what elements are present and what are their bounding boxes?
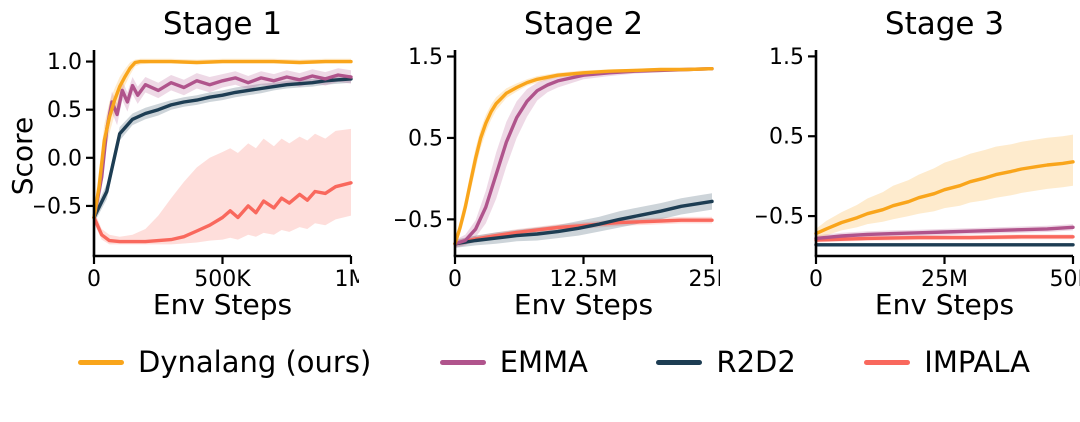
svg-text:1.5: 1.5 — [769, 45, 804, 70]
stage-3-x-axis-label: Env Steps — [874, 288, 1015, 321]
legend-label-impala: IMPALA — [924, 345, 1030, 379]
svg-text:0: 0 — [87, 267, 101, 292]
panels-row: Stage 1 1.0 0.5 0.0 −0.5 0 500K 1M Env Steps S… — [34, 6, 1080, 321]
r2d2-line-swatch-icon — [656, 359, 703, 365]
legend: Dynalang (ours) EMMA R2D2 IMPALA — [34, 345, 1080, 379]
stage-1-title: Stage 1 — [162, 6, 283, 42]
svg-text:0.5: 0.5 — [769, 125, 804, 150]
svg-text:50M: 50M — [1050, 267, 1080, 292]
legend-item-dynalang: Dynalang (ours) — [78, 345, 371, 379]
panel-stage-1: Stage 1 1.0 0.5 0.0 −0.5 0 500K 1M Env Steps — [34, 6, 359, 321]
emma-line-swatch-icon — [439, 359, 486, 365]
svg-text:25M: 25M — [921, 267, 968, 292]
svg-text:12.5M: 12.5M — [550, 267, 618, 292]
dynalang-line-swatch-icon — [78, 359, 124, 365]
svg-text:−0.5: −0.5 — [395, 208, 443, 233]
stage-2-x-axis-label: Env Steps — [513, 288, 654, 321]
stage-2-title: Stage 2 — [523, 6, 644, 42]
svg-text:1M: 1M — [335, 267, 359, 292]
stage-1-plot: 1.0 0.5 0.0 −0.5 0 500K 1M — [34, 50, 359, 292]
legend-item-impala: IMPALA — [864, 345, 1030, 379]
svg-text:0: 0 — [809, 267, 823, 292]
panel-stage-2: Stage 2 1.5 0.5 −0.5 0 12.5M 25M Env Steps — [395, 6, 720, 321]
legend-label-dynalang: Dynalang (ours) — [138, 345, 372, 379]
svg-text:−0.5: −0.5 — [34, 194, 82, 219]
svg-text:−0.5: −0.5 — [756, 205, 804, 230]
y-axis-label: Score — [6, 116, 39, 196]
legend-item-r2d2: R2D2 — [656, 345, 796, 379]
svg-text:0.5: 0.5 — [408, 126, 443, 151]
svg-text:500K: 500K — [194, 267, 251, 292]
legend-label-r2d2: R2D2 — [716, 345, 796, 379]
panel-stage-3: Stage 3 1.5 0.5 −0.5 0 25M 50M Env Steps — [756, 6, 1080, 321]
svg-text:0.5: 0.5 — [47, 98, 82, 123]
svg-text:0.0: 0.0 — [47, 146, 82, 171]
svg-text:0: 0 — [448, 267, 462, 292]
stage-1-x-axis-label: Env Steps — [152, 288, 293, 321]
legend-item-emma: EMMA — [439, 345, 588, 379]
svg-text:25M: 25M — [689, 267, 720, 292]
svg-text:1.0: 1.0 — [47, 50, 82, 75]
stage-2-plot: 1.5 0.5 −0.5 0 12.5M 25M — [395, 45, 720, 292]
impala-line-swatch-icon — [864, 359, 911, 365]
stage-3-title: Stage 3 — [884, 6, 1005, 42]
svg-text:1.5: 1.5 — [408, 45, 443, 70]
stage-3-plot: 1.5 0.5 −0.5 0 25M 50M — [756, 45, 1080, 292]
legend-label-emma: EMMA — [499, 345, 588, 379]
